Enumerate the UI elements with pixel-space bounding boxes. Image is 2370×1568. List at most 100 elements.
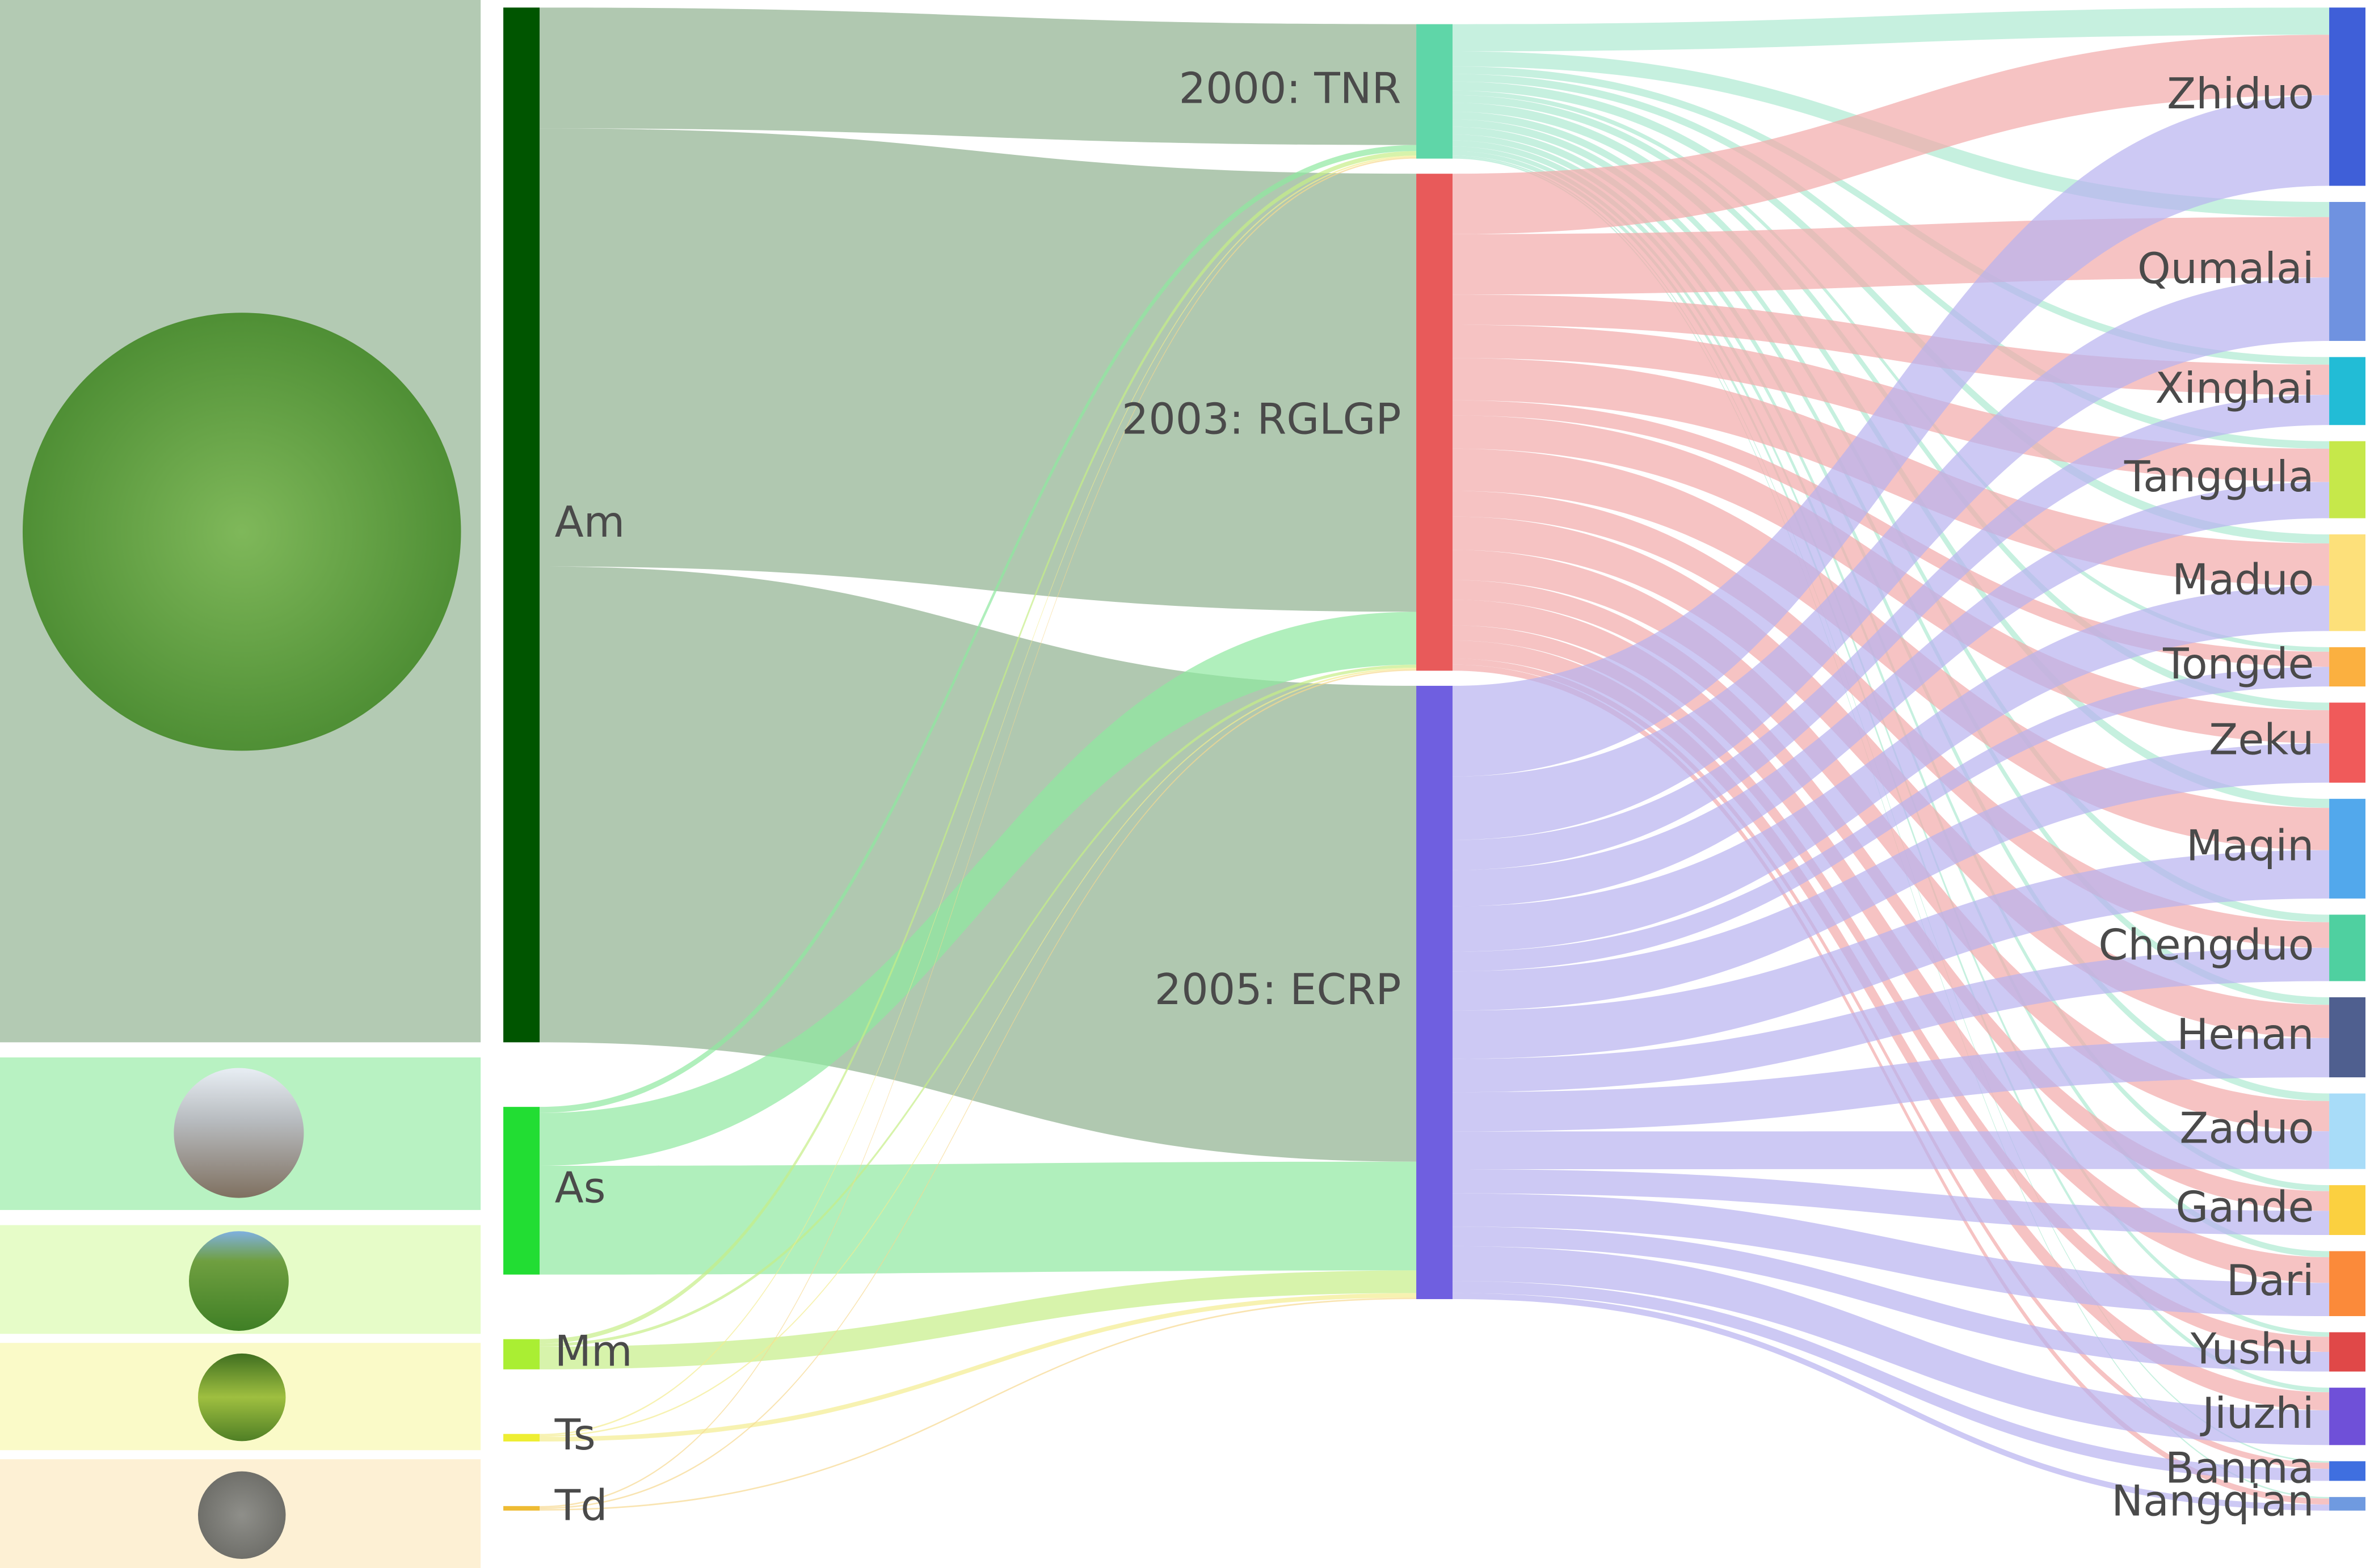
link — [540, 612, 1417, 1166]
link — [1453, 95, 2330, 777]
photo — [197, 1353, 286, 1441]
labels: Am As Mm Ts Td 2000: TNR 2003: RGLGP 2005: ECRP… — [554, 64, 2314, 1531]
node — [2329, 1388, 2366, 1445]
node-label: Nangqian — [2111, 1476, 2314, 1525]
link — [1453, 1293, 2330, 1511]
link — [1453, 658, 2330, 1469]
node-label: Gande — [2175, 1183, 2314, 1232]
link — [540, 7, 1417, 145]
link — [1453, 1226, 2330, 1372]
link — [540, 157, 1417, 1508]
node — [2329, 1497, 2366, 1511]
link — [1453, 1131, 2330, 1170]
node — [2329, 7, 2366, 186]
link — [1453, 550, 2330, 1132]
link — [1453, 947, 2330, 1093]
link — [540, 151, 1417, 1344]
node-label: Dari — [2226, 1256, 2314, 1305]
link — [1453, 81, 2330, 543]
node-label: 2003: RGLGP — [1122, 395, 1401, 444]
node-label: Td — [554, 1481, 608, 1530]
link — [1453, 448, 2330, 850]
node-label: Tongde — [2162, 639, 2314, 689]
node-label: Chengduo — [2098, 920, 2314, 970]
node — [503, 1107, 540, 1275]
photo — [197, 1471, 286, 1559]
node — [2329, 357, 2366, 425]
link — [1453, 146, 2330, 1337]
node — [1416, 174, 1453, 671]
link — [1453, 482, 2330, 907]
link — [540, 664, 1417, 1347]
link — [1453, 1169, 2330, 1236]
link — [1453, 155, 2330, 1463]
node — [2329, 201, 2366, 341]
link — [1453, 1193, 2330, 1316]
node-label: Maqin — [2186, 821, 2314, 871]
node-label: Zaduo — [2179, 1104, 2314, 1153]
photo — [174, 1068, 304, 1198]
node-label: Am — [555, 498, 625, 547]
node — [2329, 702, 2366, 783]
node-label: 2000: TNR — [1179, 64, 1401, 113]
node-label: Zeku — [2209, 715, 2314, 765]
node — [2329, 1332, 2366, 1372]
link — [1453, 667, 2330, 972]
photo — [188, 1231, 289, 1331]
link — [1453, 625, 2330, 1352]
node — [2329, 1251, 2366, 1316]
node-label: Henan — [2177, 1010, 2314, 1059]
link — [540, 1293, 1417, 1441]
node-label: Zhiduo — [2167, 69, 2314, 119]
node — [2329, 441, 2366, 519]
link — [1453, 585, 2330, 952]
link — [540, 145, 1417, 1113]
node — [2329, 1461, 2366, 1481]
link — [1453, 394, 2330, 870]
node-label: Mm — [555, 1327, 633, 1376]
link — [1453, 491, 2330, 948]
node-label: 2005: ECRP — [1155, 965, 1401, 1014]
node — [2329, 997, 2366, 1078]
link — [1453, 112, 2330, 922]
link — [1453, 35, 2330, 234]
link — [1453, 127, 2330, 1101]
node-label: As — [555, 1163, 606, 1212]
node — [2329, 647, 2366, 687]
link — [540, 1270, 1417, 1369]
links — [540, 7, 2330, 1511]
node — [503, 1434, 540, 1441]
link — [1453, 1246, 2330, 1445]
link — [540, 1161, 1417, 1275]
link — [1453, 277, 2330, 840]
node-label: Tanggula — [2124, 452, 2314, 501]
node — [2329, 1185, 2366, 1236]
link — [1453, 90, 2330, 652]
node-label: Xinghai — [2155, 364, 2314, 413]
node — [503, 7, 540, 1043]
link — [540, 669, 1417, 1510]
link — [1453, 743, 2330, 1011]
node-label: Yushu — [2190, 1325, 2314, 1374]
link — [1453, 850, 2330, 1059]
node — [503, 1506, 540, 1511]
link — [540, 155, 1417, 1436]
link — [1453, 7, 2330, 52]
node — [2329, 534, 2366, 631]
node — [1416, 24, 1453, 159]
link — [540, 1297, 1417, 1511]
link — [1453, 1038, 2330, 1132]
node-label: Ts — [554, 1410, 596, 1460]
nodes — [503, 7, 2366, 1511]
link — [1453, 66, 2330, 365]
node-label: Maduo — [2172, 555, 2314, 605]
node — [2329, 799, 2366, 899]
link — [1453, 1281, 2330, 1481]
node — [2329, 914, 2366, 981]
node-label: Qumalai — [2137, 244, 2314, 293]
photo — [22, 313, 461, 751]
photo-panels — [0, 0, 481, 1568]
node-label: Banma — [2165, 1444, 2314, 1493]
